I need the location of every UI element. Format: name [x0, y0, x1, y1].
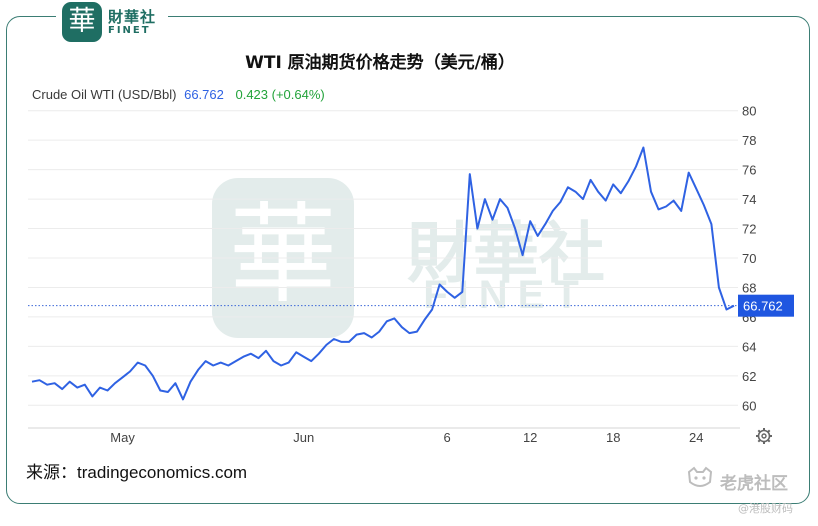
brand-seal-icon: 華 [62, 2, 102, 42]
last-price-tag: 66.762 [738, 294, 794, 317]
settings-gear-icon[interactable] [756, 428, 772, 444]
x-tick-label: 18 [606, 430, 620, 445]
watermark-author: @港股财码 [738, 502, 793, 515]
y-tick-label: 78 [742, 133, 756, 148]
brand-name-cn: 財華社 [108, 8, 157, 26]
chart-panel: 華 財華社 FINET 60 62 64 66 68 70 72 74 76 78 80 May Ju… [28, 80, 794, 452]
source-note: 来源：tradingeconomics.com [26, 463, 248, 482]
y-tick-label: 80 [742, 104, 756, 119]
instrument-name: Crude Oil WTI (USD/Bbl) [32, 87, 176, 102]
watermark-seal-char: 華 [229, 194, 337, 315]
x-tick-label: May [110, 430, 135, 445]
y-tick-label: 62 [742, 369, 756, 384]
finet-watermark: 華 財華社 FINET [212, 178, 605, 338]
x-tick-label: 12 [523, 430, 537, 445]
y-tick-label: 64 [742, 339, 756, 354]
card-frame [6, 16, 810, 504]
chart-header: Crude Oil WTI (USD/Bbl) 66.762 0.423 (+0… [32, 87, 325, 102]
brand-name-en: FINET [108, 25, 151, 36]
y-tick-label: 68 [742, 280, 756, 295]
y-tick-label: 60 [742, 398, 756, 413]
y-tick-label: 70 [742, 251, 756, 266]
watermark-community: 老虎社区 [720, 474, 788, 494]
header-price: 66.762 [184, 87, 224, 102]
tiger-logo-icon [687, 466, 713, 487]
y-tick-label: 74 [742, 192, 756, 207]
series-line-wti [31, 146, 735, 401]
x-axis-ticks: May Jun 6 12 18 24 [110, 430, 703, 445]
x-tick-label: Jun [293, 430, 314, 445]
price-tag-box [738, 294, 794, 317]
y-tick-label: 72 [742, 222, 756, 237]
chart-title: WTI 原油期货价格走势（美元/桶） [245, 53, 515, 73]
brand-logo: 華 財華社 FINET [56, 0, 168, 46]
x-tick-label: 6 [444, 430, 451, 445]
price-tag-value: 66.762 [743, 299, 783, 314]
x-tick-label: 24 [689, 430, 703, 445]
y-grid [28, 110, 740, 429]
y-tick-label: 76 [742, 163, 756, 178]
header-change: 0.423 (+0.64%) [235, 87, 324, 102]
watermark-name-en: FINET [423, 273, 589, 317]
